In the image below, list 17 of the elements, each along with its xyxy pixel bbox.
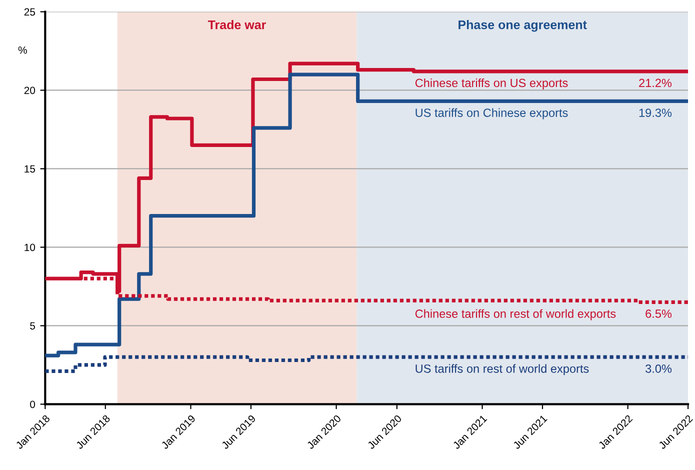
series-label: Chinese tariffs on rest of world exports — [415, 309, 616, 320]
series-label: US tariffs on rest of world exports — [416, 364, 589, 376]
band-label: Phase one agreement — [458, 20, 587, 32]
series-label: US tariffs on Chinese exports — [416, 108, 568, 120]
y-tick-label: 15 — [24, 165, 36, 173]
series-label: Chinese tariffs on US exports — [415, 78, 568, 90]
data-label: 3.0% — [646, 364, 672, 373]
band-label: Trade war — [208, 20, 266, 30]
y-tick-label: 20 — [24, 86, 36, 94]
data-label: 6.5% — [646, 310, 672, 318]
y-tick-label: 10 — [24, 244, 36, 252]
y-tick-label: 25 — [24, 8, 36, 16]
y-tick-label: 0 — [30, 400, 36, 408]
data-label: 19.3% — [639, 108, 672, 117]
y-tick-label: 5 — [30, 322, 36, 330]
data-label: 21.2% — [639, 78, 672, 88]
y-axis-title: % — [18, 46, 27, 54]
